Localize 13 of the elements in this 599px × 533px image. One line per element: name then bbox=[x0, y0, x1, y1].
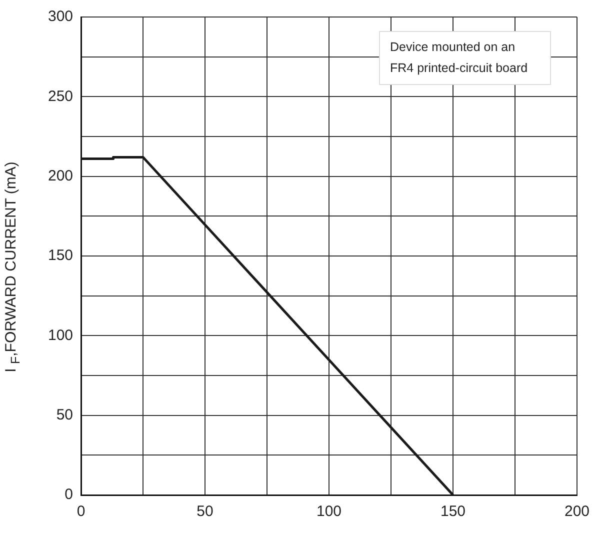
x-tick-label: 50 bbox=[196, 503, 214, 520]
x-tick-label: 100 bbox=[316, 503, 342, 520]
y-tick-label: 150 bbox=[48, 247, 74, 264]
y-tick-label: 50 bbox=[56, 406, 74, 424]
y-tick-label: 200 bbox=[48, 167, 74, 184]
y-tick-label: 250 bbox=[48, 88, 74, 105]
x-tick-label: 150 bbox=[440, 503, 466, 520]
y-tick-label: 0 bbox=[64, 486, 74, 504]
annotation: Device mounted on an FR4 printed-circuit board bbox=[379, 31, 551, 85]
x-tick-label: 0 bbox=[76, 503, 86, 520]
y-tick-label: 300 bbox=[48, 8, 74, 26]
y-tick-label: 100 bbox=[48, 326, 74, 344]
x-tick-label: 200 bbox=[564, 503, 590, 520]
